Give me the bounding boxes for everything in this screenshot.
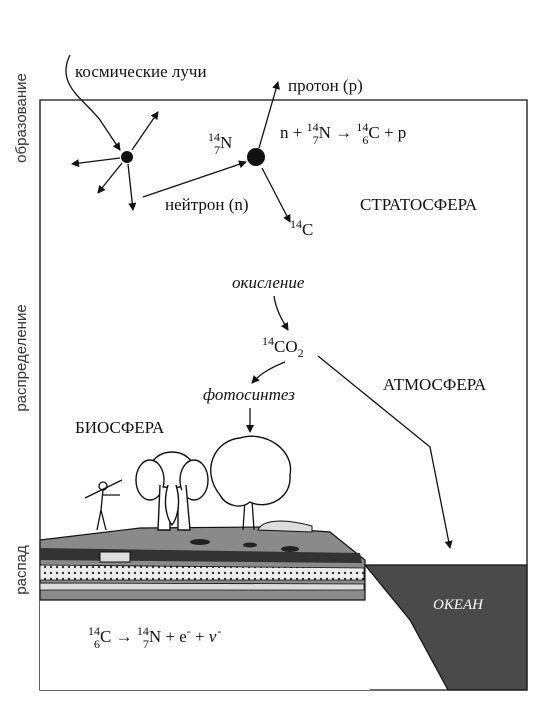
carbon14-formula: 14 xyxy=(290,217,302,231)
arrows xyxy=(65,54,453,549)
decay-formula: - xyxy=(217,624,221,638)
nitrogen-atom xyxy=(247,148,265,166)
reaction-formula: C xyxy=(368,123,379,142)
proton-label: протон (p) xyxy=(288,76,363,95)
reaction-formula: 14 xyxy=(356,120,368,134)
reaction-formula: 6 xyxy=(362,133,368,147)
photosynthesis-label: фотосинтез xyxy=(203,385,295,404)
decay-formula: C xyxy=(100,627,111,646)
side-label: распад xyxy=(13,545,30,595)
co2-formula: CO xyxy=(274,337,298,356)
decay-formula: 6 xyxy=(94,637,100,651)
tree xyxy=(210,435,313,533)
reaction-formula: 14 xyxy=(307,120,319,134)
reaction-formula: n + xyxy=(280,123,307,142)
decay-formula: 14 xyxy=(88,624,100,638)
ocean-label: ОКЕАН xyxy=(433,597,484,613)
decay-formula: N xyxy=(149,627,161,646)
decay-formula: + e xyxy=(161,627,187,646)
nitrogen-formula: 7 xyxy=(214,143,220,157)
reaction-formula: N xyxy=(319,123,331,142)
atmosphere-label: АТМОСФЕРА xyxy=(383,375,487,394)
reaction-formula: + p xyxy=(380,123,407,142)
ground xyxy=(39,526,528,691)
cosmic-rays-label: космические лучи xyxy=(75,62,207,81)
decay-formula: + xyxy=(191,627,209,646)
person xyxy=(84,479,123,531)
decay-formula: 14 xyxy=(137,624,149,638)
reaction-formula: → xyxy=(331,123,357,142)
nitrogen-formula: N xyxy=(220,133,232,152)
decay-formula: v xyxy=(209,627,217,646)
particle xyxy=(121,151,133,163)
carbon14-formula: C xyxy=(302,220,313,239)
side-label: образование xyxy=(13,73,30,163)
side-label: распределение xyxy=(13,304,30,411)
nitrogen-formula: 14 xyxy=(208,130,220,144)
mammoth xyxy=(135,451,209,531)
biosphere-label: БИОСФЕРА xyxy=(75,418,165,437)
neutron-label: нейтрон (n) xyxy=(165,195,249,214)
decay-formula: - xyxy=(187,624,191,638)
decay-formula: → xyxy=(111,627,137,646)
co2-formula: 14 xyxy=(262,334,274,348)
reaction-formula: 7 xyxy=(313,133,319,147)
co2-formula: 2 xyxy=(298,346,304,360)
oxidation-label: окисление xyxy=(232,273,305,292)
decay-formula: 7 xyxy=(143,637,149,651)
stratosphere-label: СТРАТОСФЕРА xyxy=(360,195,478,214)
